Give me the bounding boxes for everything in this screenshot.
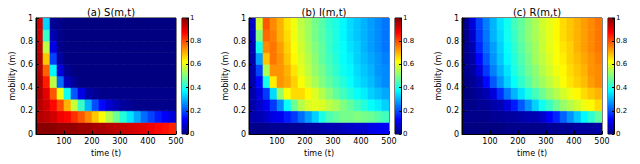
svg-text:(c) R(m,t): (c) R(m,t) <box>513 7 561 18</box>
svg-text:1: 1 <box>616 14 620 22</box>
svg-text:1: 1 <box>403 14 407 22</box>
svg-text:400: 400 <box>140 137 155 146</box>
svg-text:0: 0 <box>454 130 459 139</box>
svg-text:time (t): time (t) <box>304 149 334 158</box>
svg-text:0.6: 0.6 <box>403 60 415 68</box>
svg-text:200: 200 <box>84 137 99 146</box>
svg-text:0.2: 0.2 <box>20 106 33 115</box>
svg-text:100: 100 <box>269 137 284 146</box>
svg-text:0.8: 0.8 <box>403 37 414 45</box>
svg-text:0.4: 0.4 <box>616 84 628 92</box>
svg-text:300: 300 <box>112 137 127 146</box>
svg-text:0.2: 0.2 <box>233 106 246 115</box>
svg-text:500: 500 <box>381 137 396 146</box>
svg-text:0.2: 0.2 <box>403 107 414 115</box>
svg-text:0.4: 0.4 <box>190 84 202 92</box>
svg-text:300: 300 <box>538 137 553 146</box>
svg-text:0.4: 0.4 <box>233 83 246 92</box>
svg-text:200: 200 <box>297 137 312 146</box>
svg-text:0.8: 0.8 <box>190 37 201 45</box>
svg-text:0.2: 0.2 <box>190 107 201 115</box>
svg-text:0.4: 0.4 <box>403 84 415 92</box>
svg-text:0.2: 0.2 <box>446 106 459 115</box>
svg-text:0.6: 0.6 <box>233 60 246 69</box>
svg-text:400: 400 <box>353 137 368 146</box>
svg-text:0.6: 0.6 <box>190 60 202 68</box>
svg-text:0.4: 0.4 <box>446 83 459 92</box>
svg-text:0.6: 0.6 <box>446 60 459 69</box>
svg-text:0: 0 <box>403 130 407 138</box>
svg-text:200: 200 <box>510 137 525 146</box>
svg-text:1: 1 <box>190 14 194 22</box>
svg-text:(b) I(m,t): (b) I(m,t) <box>302 7 347 18</box>
svg-text:500: 500 <box>168 137 183 146</box>
svg-text:1: 1 <box>454 14 459 23</box>
svg-text:(a) S(m,t): (a) S(m,t) <box>87 7 135 18</box>
svg-text:0: 0 <box>241 130 246 139</box>
svg-text:100: 100 <box>56 137 71 146</box>
svg-text:0.6: 0.6 <box>20 60 33 69</box>
svg-text:100: 100 <box>482 137 497 146</box>
svg-text:0.2: 0.2 <box>616 107 627 115</box>
svg-text:time (t): time (t) <box>517 149 547 158</box>
svg-text:0: 0 <box>28 130 33 139</box>
svg-text:0.8: 0.8 <box>233 37 246 46</box>
svg-text:300: 300 <box>325 137 340 146</box>
svg-text:mobility (m): mobility (m) <box>8 52 17 101</box>
svg-text:mobility (m): mobility (m) <box>221 52 230 101</box>
svg-text:0: 0 <box>190 130 194 138</box>
svg-text:0.8: 0.8 <box>20 37 33 46</box>
svg-text:0.4: 0.4 <box>20 83 33 92</box>
svg-text:time (t): time (t) <box>91 149 121 158</box>
svg-text:500: 500 <box>594 137 609 146</box>
svg-text:0.6: 0.6 <box>616 60 628 68</box>
svg-text:1: 1 <box>28 14 33 23</box>
svg-text:0.8: 0.8 <box>446 37 459 46</box>
svg-text:0: 0 <box>616 130 620 138</box>
svg-text:mobility (m): mobility (m) <box>434 52 443 101</box>
svg-text:400: 400 <box>566 137 581 146</box>
svg-text:1: 1 <box>241 14 246 23</box>
svg-text:0.8: 0.8 <box>616 37 627 45</box>
